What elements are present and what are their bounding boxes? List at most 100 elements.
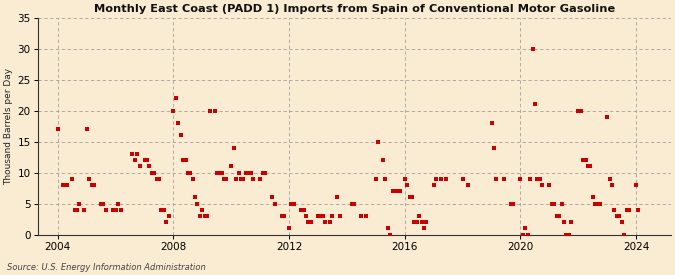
Title: Monthly East Coast (PADD 1) Imports from Spain of Conventional Motor Gasoline: Monthly East Coast (PADD 1) Imports from…: [94, 4, 615, 14]
Point: [96, 202, 107, 206]
Point: [435, 177, 446, 181]
Point: [356, 214, 367, 218]
Point: [248, 177, 259, 181]
Point: [612, 214, 622, 218]
Point: [209, 108, 220, 113]
Point: [146, 170, 157, 175]
Point: [142, 158, 153, 163]
Point: [554, 214, 564, 218]
Point: [144, 164, 155, 169]
Point: [317, 214, 328, 218]
Point: [383, 226, 394, 231]
Point: [529, 102, 540, 107]
Point: [242, 170, 253, 175]
Point: [53, 127, 63, 131]
Point: [595, 202, 605, 206]
Point: [587, 195, 598, 200]
Point: [546, 202, 557, 206]
Point: [134, 164, 145, 169]
Point: [62, 183, 73, 187]
Point: [221, 177, 232, 181]
Point: [549, 202, 560, 206]
Point: [429, 183, 439, 187]
Point: [257, 170, 268, 175]
Point: [385, 232, 396, 237]
Point: [260, 170, 271, 175]
Point: [67, 177, 78, 181]
Point: [412, 220, 423, 224]
Point: [604, 177, 615, 181]
Point: [197, 208, 208, 212]
Point: [566, 220, 576, 224]
Point: [325, 220, 335, 224]
Point: [226, 164, 237, 169]
Point: [618, 232, 629, 237]
Point: [156, 208, 167, 212]
Point: [380, 177, 391, 181]
Point: [98, 202, 109, 206]
Point: [418, 226, 429, 231]
Point: [190, 195, 200, 200]
Point: [176, 133, 186, 138]
Point: [151, 177, 162, 181]
Point: [303, 220, 314, 224]
Point: [616, 220, 627, 224]
Point: [127, 152, 138, 156]
Point: [392, 189, 403, 193]
Point: [170, 96, 181, 100]
Point: [332, 195, 343, 200]
Point: [148, 170, 159, 175]
Point: [115, 208, 126, 212]
Point: [522, 232, 533, 237]
Point: [489, 146, 500, 150]
Point: [621, 208, 632, 212]
Point: [300, 214, 311, 218]
Point: [236, 177, 246, 181]
Point: [535, 177, 545, 181]
Point: [607, 183, 618, 187]
Point: [277, 214, 288, 218]
Point: [327, 214, 338, 218]
Point: [624, 208, 634, 212]
Point: [163, 214, 174, 218]
Point: [544, 183, 555, 187]
Point: [69, 208, 80, 212]
Text: Source: U.S. Energy Information Administration: Source: U.S. Energy Information Administ…: [7, 263, 205, 272]
Point: [286, 202, 297, 206]
Point: [88, 183, 99, 187]
Point: [313, 214, 323, 218]
Point: [532, 177, 543, 181]
Point: [431, 177, 441, 181]
Point: [378, 158, 389, 163]
Point: [180, 158, 191, 163]
Point: [182, 170, 193, 175]
Point: [486, 121, 497, 125]
Point: [269, 202, 280, 206]
Point: [188, 177, 198, 181]
Point: [139, 158, 150, 163]
Point: [361, 214, 372, 218]
Point: [202, 214, 213, 218]
Point: [298, 208, 309, 212]
Point: [315, 214, 326, 218]
Point: [159, 208, 169, 212]
Point: [79, 208, 90, 212]
Point: [520, 226, 531, 231]
Point: [199, 214, 210, 218]
Point: [551, 214, 562, 218]
Point: [86, 183, 97, 187]
Point: [154, 177, 165, 181]
Point: [173, 121, 184, 125]
Point: [108, 208, 119, 212]
Point: [305, 220, 316, 224]
Point: [279, 214, 290, 218]
Point: [592, 202, 603, 206]
Point: [491, 177, 502, 181]
Point: [400, 177, 410, 181]
Point: [216, 170, 227, 175]
Point: [402, 183, 412, 187]
Point: [194, 214, 205, 218]
Point: [110, 208, 121, 212]
Point: [441, 177, 452, 181]
Point: [74, 202, 85, 206]
